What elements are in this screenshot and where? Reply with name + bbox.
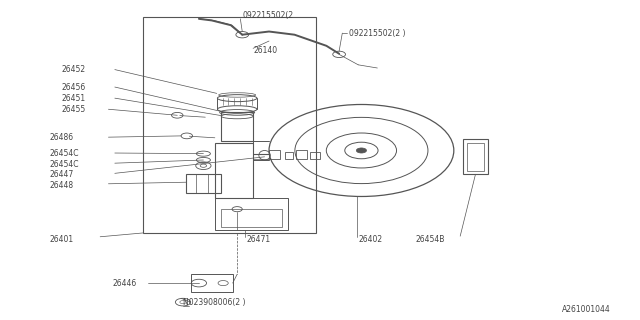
Text: 26446: 26446 <box>113 279 137 288</box>
Bar <box>215 142 253 198</box>
Text: 26452: 26452 <box>62 65 86 74</box>
Text: 26451: 26451 <box>62 94 86 103</box>
Bar <box>310 152 320 159</box>
Bar <box>463 140 488 174</box>
Bar <box>269 150 280 159</box>
Text: 26401: 26401 <box>49 236 74 244</box>
Text: 26455: 26455 <box>62 105 86 114</box>
Text: 26454C: 26454C <box>49 160 79 169</box>
Text: 26454B: 26454B <box>415 236 445 244</box>
Bar <box>186 174 221 193</box>
Text: 092215502(2 ): 092215502(2 ) <box>349 28 405 38</box>
Text: A261001044: A261001044 <box>562 305 611 314</box>
Bar <box>221 209 282 227</box>
Circle shape <box>356 148 367 153</box>
Bar <box>285 152 292 159</box>
Bar <box>143 17 316 233</box>
Text: 26456: 26456 <box>62 83 86 92</box>
Text: 26471: 26471 <box>246 236 271 244</box>
Text: 26140: 26140 <box>253 46 277 55</box>
Text: 26402: 26402 <box>358 236 382 244</box>
Bar <box>221 112 253 141</box>
Text: 26486: 26486 <box>49 133 74 142</box>
Bar <box>296 150 307 159</box>
Bar <box>191 274 233 292</box>
Text: 26447: 26447 <box>49 170 74 179</box>
Text: 092215502(2: 092215502(2 <box>243 11 293 20</box>
Bar <box>467 142 484 171</box>
Text: 26448: 26448 <box>49 181 74 190</box>
Text: 26454C: 26454C <box>49 149 79 158</box>
Text: N023908006(2 ): N023908006(2 ) <box>183 298 246 307</box>
Bar <box>215 198 288 230</box>
